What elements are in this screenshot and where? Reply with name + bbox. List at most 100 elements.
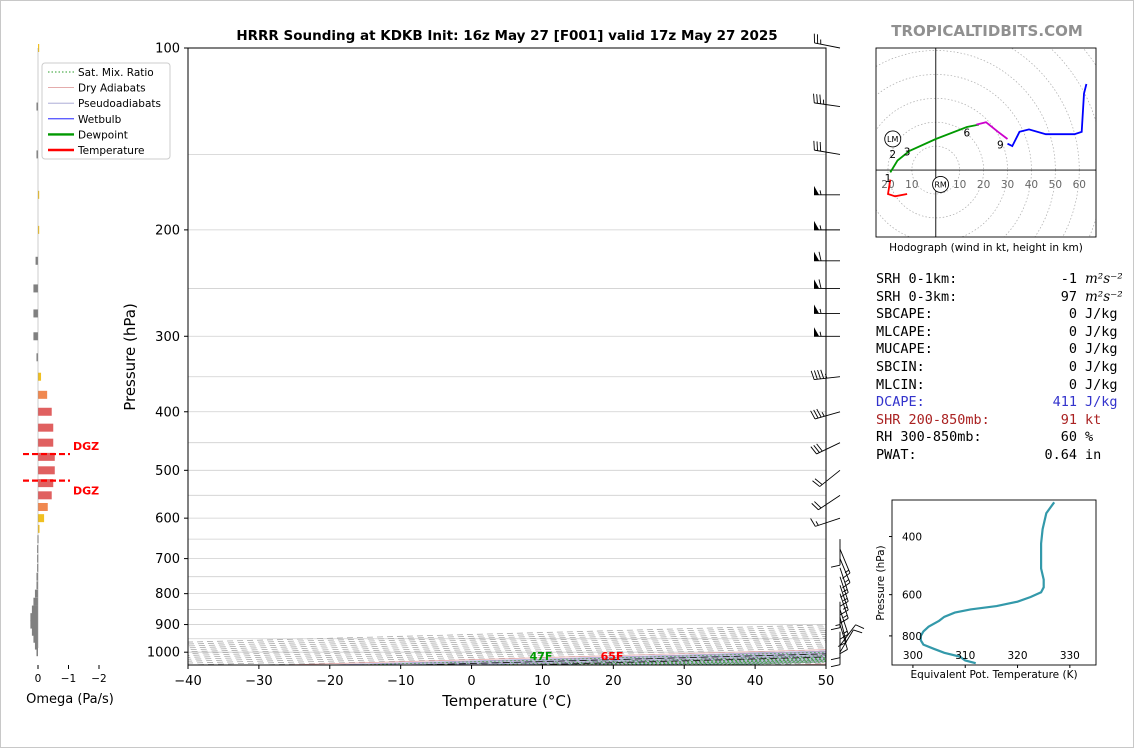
stat-label: MUCAPE: xyxy=(876,341,933,358)
dgz-label-bottom: DGZ xyxy=(73,485,99,498)
omega-bar xyxy=(38,524,40,533)
stat-label: MLCIN: xyxy=(876,376,925,393)
thetae-profile xyxy=(919,501,1056,665)
barb-full xyxy=(810,518,816,527)
wind-barb xyxy=(830,601,841,631)
barb-full xyxy=(818,251,822,261)
hodograph-area: 20 10 10 20 30 40 50 60 LM RM 1 2 3 6 9 xyxy=(876,48,1096,237)
hodo-segment xyxy=(976,121,1009,140)
barb-half xyxy=(843,630,848,634)
thetae-y-label: Pressure (hPa) xyxy=(875,545,887,620)
omega-bar xyxy=(38,423,54,432)
stat-unit: m²s⁻² xyxy=(1085,288,1123,305)
stat-row: SBCIN: 0 J/kg xyxy=(876,359,1123,377)
thetae-x-tick-label: 310 xyxy=(955,650,975,662)
x-tick-label: 0 xyxy=(467,674,475,689)
omega-bar xyxy=(36,572,38,581)
wind-barb xyxy=(814,220,840,231)
stat-row: MLCIN: 0 J/kg xyxy=(876,377,1123,395)
barb-staff xyxy=(814,102,841,107)
thetae-x-tick-label: 320 xyxy=(1008,650,1028,662)
wind-barb xyxy=(811,494,841,511)
stat-label: SHR 200-850mb: xyxy=(876,411,990,428)
barb-half xyxy=(835,624,841,626)
stat-value: -1 xyxy=(1060,271,1077,287)
wind-barb xyxy=(839,593,849,624)
barb-half xyxy=(844,579,850,583)
stat-unit: J/kg xyxy=(1085,341,1118,358)
stat-row: DCAPE: 411 J/kg xyxy=(876,394,1123,412)
x-tick-label: 10 xyxy=(534,674,551,689)
barb-full xyxy=(810,410,816,420)
mixing-ratio-line xyxy=(480,655,826,665)
wind-barb xyxy=(814,251,840,262)
barb-staff xyxy=(839,576,849,602)
wind-barb xyxy=(839,548,851,579)
wind-barb xyxy=(810,517,841,527)
stat-unit: J/kg xyxy=(1085,358,1118,375)
barb-staff xyxy=(819,469,841,487)
stat-row: SRH 0-1km: -1 m²s⁻² xyxy=(876,271,1123,289)
barb-half xyxy=(815,521,819,526)
barb-full xyxy=(830,657,841,661)
stat-unit: J/kg xyxy=(1085,376,1118,393)
stat-row: MUCAPE: 0 J/kg xyxy=(876,341,1123,359)
wind-barb xyxy=(813,33,841,49)
hodo-segment xyxy=(886,179,908,198)
stats-panel: SRH 0-1km: -1 m²s⁻² SRH 0-3km: 97 m²s⁻² SBCAPE… xyxy=(876,271,1123,465)
barb-flag xyxy=(814,279,820,289)
omega-bar xyxy=(33,332,38,341)
skewt-frame xyxy=(187,47,827,666)
barb-full xyxy=(840,633,849,640)
barb-half xyxy=(819,331,822,337)
omega-bar xyxy=(31,627,38,636)
barb-half xyxy=(843,597,848,602)
stat-label: PWAT: xyxy=(876,446,917,463)
omega-tick-label: −2 xyxy=(91,673,106,685)
omega-bar xyxy=(33,309,38,318)
stat-value: 0 xyxy=(1068,376,1077,393)
barb-staff xyxy=(814,376,841,381)
y-tick-label: 200 xyxy=(155,223,180,238)
wind-barb xyxy=(839,585,849,616)
wind-barb xyxy=(830,539,841,568)
omega-bar xyxy=(37,554,39,563)
legend-label: Dry Adiabats xyxy=(78,83,146,95)
barb-full xyxy=(839,649,848,655)
barb-full xyxy=(814,501,822,509)
barb-staff xyxy=(839,617,847,643)
mixing-ratio-line xyxy=(575,657,826,665)
storm-motion-label: LM xyxy=(887,135,898,144)
wind-barb xyxy=(810,369,841,381)
barb-full xyxy=(840,592,849,598)
hodo-ring-label: 20 xyxy=(881,179,894,191)
hodo-ring-label: 50 xyxy=(1049,179,1062,191)
thetae-y-tick-label: 800 xyxy=(902,631,922,643)
hodo-ring-label: 10 xyxy=(905,179,918,191)
mixing-ratio-line xyxy=(551,657,826,665)
wind-barb xyxy=(813,93,841,107)
x-tick-label: −30 xyxy=(245,674,272,689)
wind-barb xyxy=(839,629,863,653)
omega-bar xyxy=(38,452,55,461)
hodo-segment xyxy=(889,123,979,173)
barb-full xyxy=(842,572,851,579)
wind-barb xyxy=(839,624,865,646)
barb-half xyxy=(819,308,822,314)
hodo-ring-label: 40 xyxy=(1025,179,1038,191)
omega-bar xyxy=(36,102,38,111)
omega-bar xyxy=(38,372,42,381)
mixing-ratio-line xyxy=(354,651,826,665)
x-tick-label: −20 xyxy=(316,674,343,689)
omega-bar xyxy=(34,589,38,598)
omega-bar xyxy=(38,466,55,475)
wind-barb xyxy=(810,408,841,420)
x-tick-label: 20 xyxy=(605,674,622,689)
thetae-x-tick-label: 330 xyxy=(1060,650,1080,662)
mixing-ratio-line xyxy=(652,659,826,665)
hodo-segment xyxy=(1007,83,1088,148)
y-tick-label: 100 xyxy=(155,42,180,57)
barb-full xyxy=(810,446,817,455)
hodo-ring-label: 20 xyxy=(977,179,990,191)
stat-label: SRH 0-3km: xyxy=(876,288,958,305)
